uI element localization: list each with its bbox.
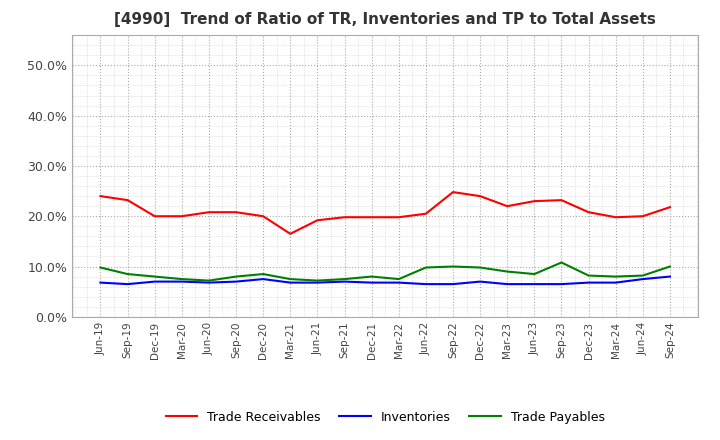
Inventories: [665, 274, 674, 279]
Trade Payables: [123, 271, 132, 277]
Inventories: [96, 280, 105, 285]
Trade Payables: [557, 260, 566, 265]
Trade Payables: [341, 276, 349, 282]
Inventories: [286, 280, 294, 285]
Trade Receivables: [584, 209, 593, 215]
Inventories: [204, 280, 213, 285]
Inventories: [341, 279, 349, 284]
Trade Receivables: [96, 194, 105, 199]
Inventories: [123, 282, 132, 287]
Line: Trade Payables: Trade Payables: [101, 263, 670, 281]
Inventories: [395, 280, 403, 285]
Inventories: [367, 280, 376, 285]
Trade Payables: [96, 265, 105, 270]
Trade Payables: [665, 264, 674, 269]
Inventories: [421, 282, 430, 287]
Trade Receivables: [476, 194, 485, 199]
Trade Receivables: [639, 213, 647, 219]
Trade Payables: [611, 274, 620, 279]
Trade Receivables: [204, 209, 213, 215]
Trade Payables: [204, 278, 213, 283]
Trade Payables: [639, 273, 647, 278]
Trade Receivables: [503, 204, 511, 209]
Trade Receivables: [178, 213, 186, 219]
Trade Payables: [232, 274, 240, 279]
Inventories: [503, 282, 511, 287]
Inventories: [530, 282, 539, 287]
Inventories: [232, 279, 240, 284]
Trade Payables: [367, 274, 376, 279]
Inventories: [639, 276, 647, 282]
Trade Receivables: [259, 213, 268, 219]
Inventories: [476, 279, 485, 284]
Trade Receivables: [530, 198, 539, 204]
Trade Receivables: [341, 215, 349, 220]
Trade Receivables: [150, 213, 159, 219]
Trade Receivables: [611, 215, 620, 220]
Title: [4990]  Trend of Ratio of TR, Inventories and TP to Total Assets: [4990] Trend of Ratio of TR, Inventories…: [114, 12, 656, 27]
Trade Payables: [313, 278, 322, 283]
Trade Payables: [421, 265, 430, 270]
Trade Payables: [476, 265, 485, 270]
Trade Payables: [286, 276, 294, 282]
Inventories: [259, 276, 268, 282]
Inventories: [584, 280, 593, 285]
Trade Receivables: [665, 205, 674, 210]
Trade Receivables: [123, 198, 132, 203]
Trade Payables: [178, 276, 186, 282]
Trade Receivables: [449, 190, 457, 195]
Trade Receivables: [367, 215, 376, 220]
Trade Receivables: [395, 215, 403, 220]
Trade Receivables: [313, 218, 322, 223]
Inventories: [313, 280, 322, 285]
Trade Payables: [503, 269, 511, 274]
Line: Trade Receivables: Trade Receivables: [101, 192, 670, 234]
Inventories: [611, 280, 620, 285]
Inventories: [449, 282, 457, 287]
Trade Payables: [259, 271, 268, 277]
Inventories: [150, 279, 159, 284]
Trade Payables: [530, 271, 539, 277]
Trade Receivables: [557, 198, 566, 203]
Trade Receivables: [232, 209, 240, 215]
Legend: Trade Receivables, Inventories, Trade Payables: Trade Receivables, Inventories, Trade Pa…: [161, 406, 610, 429]
Trade Receivables: [286, 231, 294, 236]
Trade Payables: [584, 273, 593, 278]
Inventories: [557, 282, 566, 287]
Trade Payables: [150, 274, 159, 279]
Trade Payables: [395, 276, 403, 282]
Inventories: [178, 279, 186, 284]
Trade Receivables: [421, 211, 430, 216]
Line: Inventories: Inventories: [101, 277, 670, 284]
Trade Payables: [449, 264, 457, 269]
